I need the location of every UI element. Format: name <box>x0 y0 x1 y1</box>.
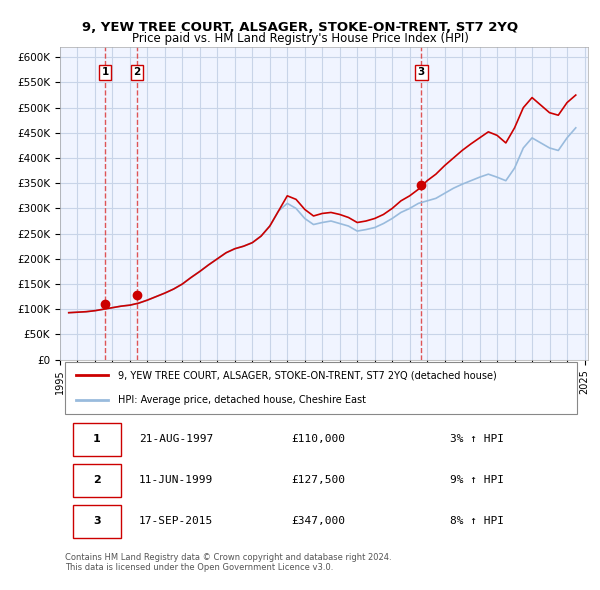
Text: 9, YEW TREE COURT, ALSAGER, STOKE-ON-TRENT, ST7 2YQ: 9, YEW TREE COURT, ALSAGER, STOKE-ON-TRE… <box>82 21 518 34</box>
FancyBboxPatch shape <box>73 422 121 456</box>
Text: 9, YEW TREE COURT, ALSAGER, STOKE-ON-TRENT, ST7 2YQ (detached house): 9, YEW TREE COURT, ALSAGER, STOKE-ON-TRE… <box>118 371 497 381</box>
FancyBboxPatch shape <box>73 464 121 497</box>
FancyBboxPatch shape <box>65 362 577 414</box>
Text: £127,500: £127,500 <box>292 475 346 485</box>
FancyBboxPatch shape <box>73 504 121 537</box>
Text: Contains HM Land Registry data © Crown copyright and database right 2024.
This d: Contains HM Land Registry data © Crown c… <box>65 553 392 572</box>
Text: 2: 2 <box>93 475 101 485</box>
Text: 17-SEP-2015: 17-SEP-2015 <box>139 516 213 526</box>
Text: 9% ↑ HPI: 9% ↑ HPI <box>450 475 504 485</box>
Text: £110,000: £110,000 <box>292 434 346 444</box>
Text: 3% ↑ HPI: 3% ↑ HPI <box>450 434 504 444</box>
Text: 11-JUN-1999: 11-JUN-1999 <box>139 475 213 485</box>
Text: 8% ↑ HPI: 8% ↑ HPI <box>450 516 504 526</box>
Text: 21-AUG-1997: 21-AUG-1997 <box>139 434 213 444</box>
Text: 2: 2 <box>134 67 141 77</box>
Text: 1: 1 <box>101 67 109 77</box>
Text: 3: 3 <box>418 67 425 77</box>
Text: 1: 1 <box>93 434 101 444</box>
Text: HPI: Average price, detached house, Cheshire East: HPI: Average price, detached house, Ches… <box>118 395 366 405</box>
Text: £347,000: £347,000 <box>292 516 346 526</box>
Text: 3: 3 <box>93 516 101 526</box>
Text: Price paid vs. HM Land Registry's House Price Index (HPI): Price paid vs. HM Land Registry's House … <box>131 32 469 45</box>
